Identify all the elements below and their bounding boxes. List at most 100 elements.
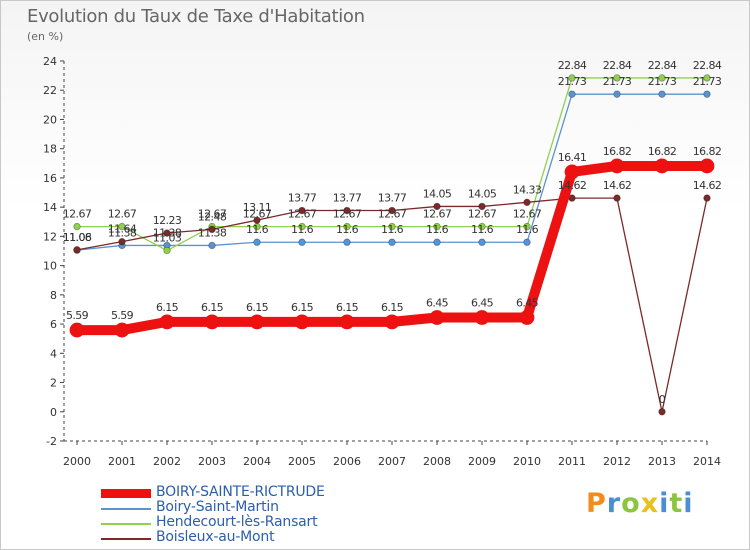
- data-point: [294, 314, 310, 330]
- data-label: 11.38: [198, 226, 227, 239]
- logo-letter: i: [659, 488, 670, 519]
- data-label: 11.6: [336, 223, 359, 236]
- logo-letter: t: [669, 488, 684, 519]
- data-label: 22.84: [603, 59, 632, 72]
- data-point: [118, 237, 126, 246]
- data-label: 22.84: [648, 59, 677, 72]
- data-label: 12.67: [468, 208, 497, 221]
- data-label: 12.67: [288, 208, 317, 221]
- data-point: [609, 158, 625, 174]
- legend-label: Boisleux-au-Mont: [156, 529, 275, 545]
- data-label: 12.67: [513, 208, 542, 221]
- data-label: 6.45: [471, 297, 494, 310]
- x-tick-label: 2013: [648, 455, 676, 468]
- data-point: [478, 222, 486, 231]
- data-point: [343, 206, 351, 215]
- data-label: 6.15: [291, 301, 314, 314]
- series-4: [73, 194, 711, 416]
- data-label: 6.45: [426, 297, 449, 310]
- legend-label: Boiry-Saint-Martin: [156, 499, 279, 515]
- data-point: [703, 74, 711, 82]
- data-label: 21.73: [693, 75, 722, 88]
- data-point: [478, 202, 486, 211]
- series-layer: [69, 74, 715, 416]
- logo-letter: o: [621, 488, 641, 519]
- legend-swatch: [101, 489, 151, 498]
- data-point: [253, 216, 261, 224]
- legend-swatch: [101, 538, 151, 540]
- data-label: 11.03: [153, 232, 182, 245]
- data-point: [388, 222, 396, 231]
- x-tick-label: 2004: [243, 455, 271, 468]
- data-label: 13.11: [243, 201, 272, 214]
- data-point: [613, 74, 621, 82]
- data-point: [568, 90, 576, 98]
- y-tick-label: 24: [43, 55, 57, 68]
- data-point: [519, 310, 535, 325]
- data-point: [298, 206, 306, 215]
- data-label: 11.6: [471, 223, 494, 236]
- data-point: [523, 222, 531, 231]
- x-tick-label: 2008: [423, 455, 451, 468]
- data-label: 12.67: [423, 208, 452, 221]
- y-tick-label: 16: [43, 172, 57, 185]
- data-label: 12.67: [378, 208, 407, 221]
- data-point: [568, 74, 576, 82]
- data-label: 11.6: [291, 223, 314, 236]
- logo-letter: x: [640, 488, 660, 519]
- data-point: [114, 322, 130, 338]
- data-label: 6.15: [201, 301, 224, 314]
- data-point: [73, 246, 81, 254]
- data-point: [208, 225, 216, 234]
- x-tick-label: 2010: [513, 455, 541, 468]
- series-3: [73, 74, 711, 255]
- data-label: 14.05: [468, 187, 497, 200]
- data-point: [703, 90, 711, 98]
- data-label: 14.62: [558, 179, 587, 192]
- data-label: 21.73: [603, 75, 632, 88]
- data-label: 6.15: [381, 301, 404, 314]
- data-label: 5.59: [66, 309, 89, 322]
- x-tick-label: 2001: [108, 455, 136, 468]
- x-tick-label: 2012: [603, 455, 631, 468]
- data-label: 11.6: [426, 223, 449, 236]
- data-label: 6.15: [246, 301, 269, 314]
- y-tick-label: -2: [46, 435, 57, 448]
- data-label: 16.82: [648, 145, 677, 158]
- chart-title: Evolution du Taux de Taxe d'Habitation: [27, 6, 365, 27]
- data-point: [118, 222, 126, 231]
- data-point: [253, 238, 261, 246]
- data-point: [73, 222, 81, 231]
- data-point: [343, 238, 351, 246]
- data-label: 12.67: [108, 208, 137, 221]
- data-label: 13.77: [378, 192, 407, 205]
- data-point: [654, 158, 670, 174]
- data-label: 12.23: [153, 214, 182, 227]
- data-label: 21.73: [558, 75, 587, 88]
- data-label: 16.82: [693, 145, 722, 158]
- legend-swatch: [101, 508, 151, 510]
- x-tick-label: 2005: [288, 455, 316, 468]
- series-1: [69, 158, 715, 338]
- data-point: [343, 222, 351, 231]
- logo-letter: P: [586, 488, 607, 519]
- data-label: 11.38: [153, 226, 182, 239]
- data-point: [564, 164, 580, 180]
- data-label: 6.45: [516, 297, 539, 310]
- x-tick-label: 2014: [693, 455, 721, 468]
- x-tick-label: 2009: [468, 455, 496, 468]
- data-point: [208, 241, 216, 250]
- data-point: [433, 238, 441, 246]
- x-tick-label: 2007: [378, 455, 406, 468]
- data-point: [249, 314, 265, 330]
- y-tick-label: 6: [50, 318, 57, 331]
- data-label: 11.08: [63, 231, 92, 244]
- data-label: 16.41: [558, 151, 587, 164]
- data-point: [163, 229, 171, 237]
- y-tick-label: 20: [43, 113, 57, 126]
- data-point: [478, 238, 486, 246]
- data-point: [298, 238, 306, 246]
